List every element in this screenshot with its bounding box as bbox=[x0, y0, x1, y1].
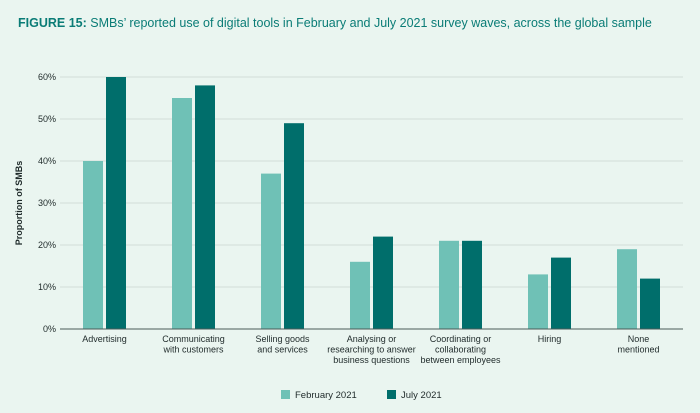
x-tick-label-line: with customers bbox=[162, 345, 224, 355]
x-tick-label-line: business questions bbox=[333, 355, 410, 365]
x-tick-label-line: researching to answer bbox=[327, 345, 416, 355]
y-tick-label: 20% bbox=[38, 240, 56, 250]
x-tick-label-line: Coordinating or bbox=[430, 334, 492, 344]
y-tick-label: 60% bbox=[38, 72, 56, 82]
bar-july bbox=[640, 278, 660, 329]
bar-february bbox=[261, 173, 281, 329]
y-axis-label: Proportion of SMBs bbox=[14, 161, 24, 246]
y-tick-label: 30% bbox=[38, 198, 56, 208]
x-tick-label-line: Advertising bbox=[82, 334, 127, 344]
bar-july bbox=[462, 240, 482, 329]
legend-swatch bbox=[281, 390, 290, 399]
bar-february bbox=[439, 240, 459, 329]
bar-july bbox=[106, 77, 126, 329]
y-tick-label: 10% bbox=[38, 282, 56, 292]
x-tick-label-line: None bbox=[628, 334, 650, 344]
x-tick-label-line: mentioned bbox=[617, 345, 659, 355]
x-tick-label-line: Communicating bbox=[162, 334, 225, 344]
x-tick-label: Coordinating or collaborating between empl… bbox=[420, 334, 501, 365]
bar-february bbox=[83, 161, 103, 329]
bar-july bbox=[195, 85, 215, 330]
x-tick-label-line: Selling goods bbox=[255, 334, 310, 344]
y-tick-label: 0% bbox=[43, 324, 56, 334]
bar-february bbox=[172, 98, 192, 329]
x-tick-label-line: between employees bbox=[420, 355, 501, 365]
x-tick-label: None mentioned bbox=[617, 334, 659, 355]
figure-title-text: SMBs’ reported use of digital tools in F… bbox=[86, 16, 652, 30]
x-tick-label: Selling goods and services bbox=[255, 334, 310, 355]
legend-label: February 2021 bbox=[295, 390, 357, 401]
bar-july bbox=[373, 236, 393, 329]
x-tick-label-line: Analysing or bbox=[347, 334, 397, 344]
y-tick-label: 40% bbox=[38, 156, 56, 166]
x-tick-label-line: collaborating bbox=[435, 345, 486, 355]
figure-title: FIGURE 15: SMBs’ reported use of digital… bbox=[18, 16, 652, 30]
x-tick-label: Analysing or researching to answer busines… bbox=[327, 334, 416, 365]
legend-label: July 2021 bbox=[401, 390, 442, 401]
bar-february bbox=[617, 249, 637, 329]
x-tick-label: Hiring bbox=[538, 334, 562, 344]
y-tick-label: 50% bbox=[38, 114, 56, 124]
bar-july bbox=[551, 257, 571, 329]
bar-july bbox=[284, 123, 304, 329]
x-tick-label: Advertising bbox=[82, 334, 127, 344]
bar-february bbox=[350, 261, 370, 329]
legend-swatch bbox=[387, 390, 396, 399]
x-tick-label: Communicating with customers bbox=[162, 334, 225, 355]
figure-label: FIGURE 15: bbox=[18, 16, 87, 30]
bar-february bbox=[528, 274, 548, 329]
x-tick-label-line: Hiring bbox=[538, 334, 562, 344]
x-tick-label-line: and services bbox=[257, 345, 308, 355]
